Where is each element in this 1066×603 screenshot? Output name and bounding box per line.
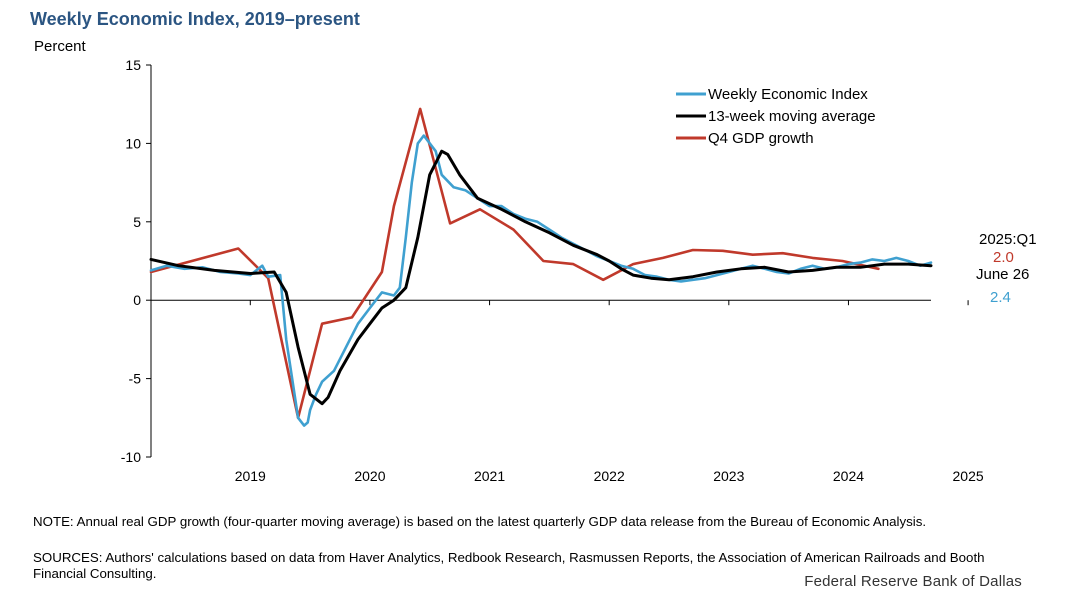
legend-label: 13-week moving average xyxy=(708,108,876,125)
brand-label: Federal Reserve Bank of Dallas xyxy=(804,573,1022,590)
moving-average-line xyxy=(149,149,933,406)
wei-latest-value: 2.4 xyxy=(990,289,1011,306)
y-tick-label: 15 xyxy=(125,57,141,73)
x-tick-label: 2025 xyxy=(953,468,984,484)
chart-sources: SOURCES: Authors' calculations based on … xyxy=(33,550,985,581)
gdp-latest-value: 2.0 xyxy=(993,249,1014,266)
x-tick-label: 2024 xyxy=(833,468,864,484)
x-tick-label: 2021 xyxy=(474,468,505,484)
y-tick-label: -5 xyxy=(129,371,142,387)
chart-title: Weekly Economic Index, 2019–present xyxy=(30,9,360,29)
x-tick-label: 2022 xyxy=(594,468,625,484)
y-tick-label: 10 xyxy=(125,135,141,151)
y-axis-label: Percent xyxy=(34,38,86,55)
chart-note: NOTE: Annual real GDP growth (four-quart… xyxy=(33,514,927,529)
x-tick-label: 2020 xyxy=(354,468,385,484)
legend-label: Q4 GDP growth xyxy=(708,130,814,147)
x-tick-label: 2023 xyxy=(713,468,744,484)
gdp-growth-line xyxy=(149,107,880,420)
wei-date-label: June 26 xyxy=(976,266,1030,283)
series-lines xyxy=(149,107,933,427)
gdp-period-label: 2025:Q1 xyxy=(979,231,1037,248)
legend: Weekly Economic Index 13-week moving aver… xyxy=(676,86,876,147)
legend-label: Weekly Economic Index xyxy=(708,86,868,103)
y-tick-label: 5 xyxy=(133,214,141,230)
x-tick-label: 2019 xyxy=(235,468,266,484)
y-tick-label: -10 xyxy=(121,449,141,465)
axes: 15 10 5 0 -5 -10 2019 2020 2021 2022 2023 2024 2025 xyxy=(121,57,984,484)
y-tick-label: 0 xyxy=(133,292,141,308)
